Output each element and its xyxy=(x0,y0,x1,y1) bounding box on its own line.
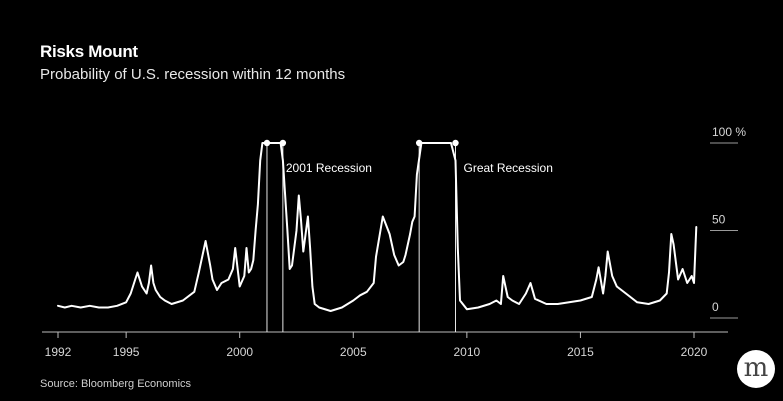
recession-label: Great Recession xyxy=(464,161,553,175)
source-note: Source: Bloomberg Economics xyxy=(40,378,192,390)
x-tick-label: 2015 xyxy=(567,345,594,359)
x-tick-label: 2000 xyxy=(226,345,253,359)
recession-label: 2001 Recession xyxy=(286,161,372,175)
chart-title: Risks Mount xyxy=(40,42,138,61)
recession-end-dot xyxy=(452,139,459,147)
x-tick-label: 2005 xyxy=(340,345,367,359)
x-tick-label: 1995 xyxy=(113,345,140,359)
recession-probability-line xyxy=(57,142,698,312)
m-circle-logo: m xyxy=(737,350,775,388)
x-tick-label: 2020 xyxy=(681,345,708,359)
y-tick-label: 50 xyxy=(712,213,726,227)
y-tick-label: 100 % xyxy=(712,125,746,139)
x-tick-label: 2010 xyxy=(454,345,481,359)
chart-subtitle: Probability of U.S. recession within 12 … xyxy=(40,66,346,83)
x-tick-label: 1992 xyxy=(45,345,72,359)
y-tick-label: 0 xyxy=(712,300,719,314)
